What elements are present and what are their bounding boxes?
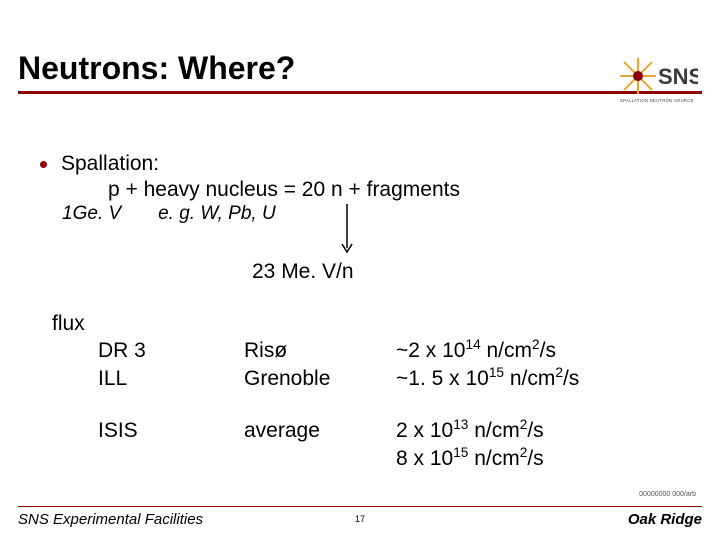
facility-cell: DR 3 [98, 339, 242, 365]
spallation-equation: p + heavy nucleus = 20 n + fragments [108, 178, 460, 202]
page-number: 17 [355, 514, 365, 524]
neutron-energy-label: 23 Me. V/n [252, 260, 354, 284]
arrow-down-icon [340, 204, 354, 256]
flux-heading: flux [52, 312, 85, 336]
table-row: 8 x 1015 n/cm2/s [98, 447, 579, 473]
annotation-energy: 1Ge. V [62, 203, 121, 224]
facility-cell: ISIS [98, 419, 242, 445]
table-row: DR 3 Risø ~2 x 1014 n/cm2/s [98, 339, 579, 365]
logo-text: SNS [658, 64, 698, 89]
table-row: ILL Grenoble ~1. 5 x 1015 n/cm2/s [98, 367, 579, 393]
logo-subtitle: SPALLATION NEUTRON SOURCE [620, 98, 694, 103]
bullet-icon [40, 161, 47, 168]
location-cell: Risø [244, 339, 394, 365]
footer-divider [18, 506, 702, 507]
location-cell: average [244, 419, 394, 445]
slide-id-label: 00000000 000/arb [639, 491, 696, 498]
flux-value-cell: ~2 x 1014 n/cm2/s [396, 339, 579, 365]
footer-right-label: Oak Ridge [628, 511, 702, 528]
title-underline [18, 91, 702, 94]
flux-value-cell: 8 x 1015 n/cm2/s [396, 447, 579, 473]
flux-table: DR 3 Risø ~2 x 1014 n/cm2/s ILL Grenoble… [96, 337, 581, 475]
table-row: ISIS average 2 x 1013 n/cm2/s [98, 419, 579, 445]
sns-logo: SNS SPALLATION NEUTRON SOURCE [618, 56, 698, 104]
flux-value-cell: 2 x 1013 n/cm2/s [396, 419, 579, 445]
page-title: Neutrons: Where? [18, 50, 702, 91]
location-cell [244, 447, 394, 473]
bullet-label: Spallation: [61, 152, 159, 176]
location-cell: Grenoble [244, 367, 394, 393]
facility-cell [98, 447, 242, 473]
annotation-examples: e. g. W, Pb, U [158, 203, 276, 224]
flux-value-cell: ~1. 5 x 1015 n/cm2/s [396, 367, 579, 393]
equation-annotation: 1Ge. V e. g. W, Pb, U [62, 203, 276, 225]
facility-cell: ILL [98, 367, 242, 393]
footer-left-label: SNS Experimental Facilities [18, 511, 203, 528]
